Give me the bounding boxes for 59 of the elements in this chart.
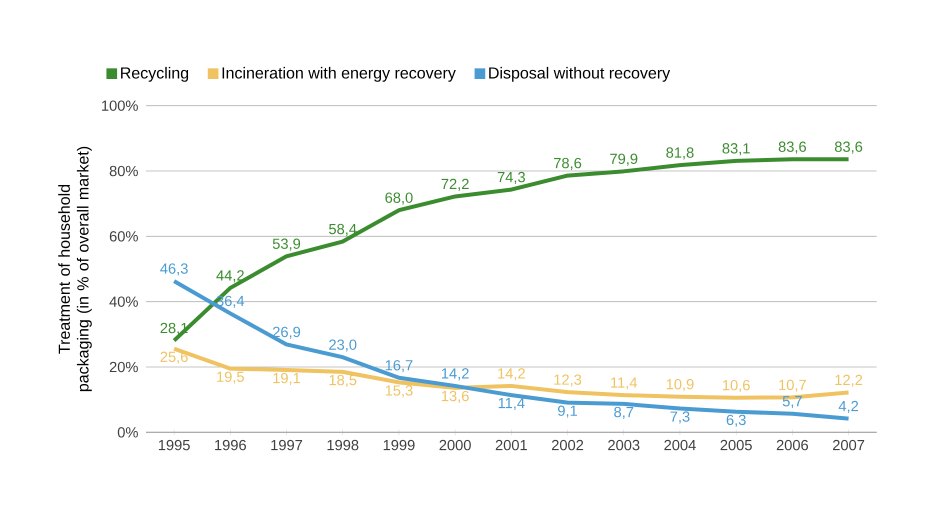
data-label: 10,9 bbox=[666, 379, 694, 392]
legend-label: Disposal without recovery bbox=[489, 66, 670, 82]
data-label: 19,5 bbox=[217, 372, 244, 384]
y-tick-label: 80% bbox=[110, 166, 138, 176]
data-label: 68,0 bbox=[385, 192, 413, 205]
data-label: 83,6 bbox=[778, 142, 806, 154]
data-label: 72,2 bbox=[442, 178, 469, 191]
data-label: 4,2 bbox=[838, 400, 858, 414]
data-label: 7,3 bbox=[670, 411, 690, 424]
x-tick-label: 1997 bbox=[271, 440, 302, 450]
y-tick-label: 60% bbox=[110, 231, 138, 242]
x-tick-label: 2006 bbox=[776, 440, 808, 450]
data-label: 23,0 bbox=[329, 340, 356, 352]
data-label: 74,3 bbox=[498, 172, 525, 184]
data-label: 16,7 bbox=[386, 360, 412, 372]
data-label: 18,5 bbox=[330, 374, 356, 387]
x-tick-label: 2002 bbox=[552, 440, 584, 450]
data-label: 12,2 bbox=[835, 374, 862, 387]
x-tick-label: 1995 bbox=[158, 440, 190, 450]
data-label: 19,1 bbox=[273, 372, 300, 385]
data-label: 5,7 bbox=[782, 396, 802, 408]
data-label: 10,6 bbox=[723, 380, 750, 392]
data-label: 11,4 bbox=[611, 378, 638, 390]
legend-label: Incineration with energy recovery bbox=[222, 66, 456, 82]
data-label: 53,9 bbox=[272, 238, 300, 251]
data-label: 10,7 bbox=[779, 380, 806, 392]
data-label: 58,4 bbox=[329, 224, 357, 236]
y-tick-label: 40% bbox=[109, 296, 138, 307]
x-tick-label: 2004 bbox=[664, 440, 696, 450]
data-label: 6,3 bbox=[726, 414, 746, 427]
y-tick-label: 0% bbox=[118, 427, 138, 438]
data-label: 44,2 bbox=[216, 270, 244, 282]
data-label: 15,3 bbox=[386, 385, 413, 398]
y-tick-label: 20% bbox=[110, 362, 138, 372]
data-label: 78,6 bbox=[554, 158, 582, 170]
x-tick-label: 2007 bbox=[832, 440, 864, 450]
data-label: 8,7 bbox=[614, 406, 634, 419]
x-tick-label: 2001 bbox=[496, 440, 527, 450]
x-tick-label: 1996 bbox=[215, 440, 246, 450]
data-label: 14,2 bbox=[442, 368, 469, 380]
data-label: 46,3 bbox=[160, 263, 188, 276]
data-label: 83,1 bbox=[722, 143, 750, 156]
data-label: 9,1 bbox=[558, 406, 578, 418]
data-label: 12,3 bbox=[554, 374, 582, 387]
x-tick-label: 2000 bbox=[440, 440, 471, 450]
data-label: 11,4 bbox=[498, 398, 525, 410]
x-tick-label: 1998 bbox=[328, 440, 358, 450]
legend-label: Recycling bbox=[121, 66, 188, 82]
x-tick-label: 2003 bbox=[608, 440, 640, 450]
data-label: 83,6 bbox=[834, 142, 862, 154]
data-label: 79,9 bbox=[610, 154, 638, 166]
data-label: 81,8 bbox=[666, 147, 694, 160]
data-label: 26,9 bbox=[272, 326, 300, 339]
x-tick-label: 1999 bbox=[384, 440, 415, 450]
x-tick-label: 2005 bbox=[720, 440, 752, 450]
y-tick-label: 100% bbox=[102, 100, 138, 111]
data-label: 14,2 bbox=[498, 368, 525, 380]
y-axis-title: Treatment of household packaging (in % of overall market) bbox=[58, 146, 92, 392]
data-label: 13,6 bbox=[442, 390, 469, 403]
